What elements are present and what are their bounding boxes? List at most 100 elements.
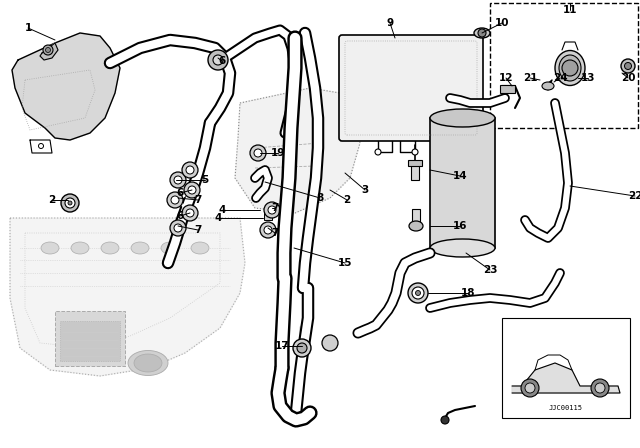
Text: 10: 10 <box>495 18 509 28</box>
Circle shape <box>254 149 262 157</box>
Circle shape <box>213 55 223 65</box>
Text: 17: 17 <box>275 341 289 351</box>
Bar <box>264 210 272 220</box>
Circle shape <box>174 176 182 184</box>
Polygon shape <box>512 363 620 393</box>
Text: 7: 7 <box>271 228 278 238</box>
Bar <box>490 3 638 128</box>
Ellipse shape <box>101 242 119 254</box>
Circle shape <box>562 60 578 76</box>
Circle shape <box>188 186 196 194</box>
Circle shape <box>621 59 635 73</box>
Circle shape <box>170 172 186 188</box>
Text: 14: 14 <box>452 171 467 181</box>
Ellipse shape <box>131 242 149 254</box>
Bar <box>408 160 422 166</box>
Circle shape <box>171 196 179 204</box>
Circle shape <box>186 209 194 217</box>
Circle shape <box>170 220 186 236</box>
Text: 21: 21 <box>523 73 537 83</box>
Circle shape <box>184 182 200 198</box>
Text: 22: 22 <box>628 191 640 201</box>
Circle shape <box>45 47 51 52</box>
Text: 2: 2 <box>344 195 351 205</box>
Text: 4: 4 <box>218 205 226 215</box>
Circle shape <box>167 192 183 208</box>
Text: 3: 3 <box>362 185 369 195</box>
Circle shape <box>293 339 311 357</box>
Text: 6: 6 <box>177 188 184 198</box>
Circle shape <box>412 149 418 155</box>
Circle shape <box>521 379 539 397</box>
Circle shape <box>68 201 72 205</box>
Ellipse shape <box>430 239 495 257</box>
Ellipse shape <box>409 221 423 231</box>
Text: 20: 20 <box>621 73 636 83</box>
Text: 23: 23 <box>483 265 497 275</box>
Polygon shape <box>235 88 360 213</box>
Circle shape <box>625 63 632 69</box>
FancyBboxPatch shape <box>339 35 483 141</box>
Circle shape <box>297 343 307 353</box>
Circle shape <box>250 145 266 161</box>
Ellipse shape <box>474 28 490 38</box>
Circle shape <box>525 383 535 393</box>
Circle shape <box>415 290 420 296</box>
Text: 7: 7 <box>195 225 202 235</box>
Circle shape <box>182 205 198 221</box>
Text: 15: 15 <box>338 258 352 268</box>
Bar <box>412 209 420 229</box>
Ellipse shape <box>134 354 162 372</box>
Circle shape <box>268 206 276 214</box>
Text: 6: 6 <box>177 211 184 221</box>
Circle shape <box>65 198 75 208</box>
Ellipse shape <box>559 55 581 81</box>
Ellipse shape <box>161 242 179 254</box>
Circle shape <box>182 162 198 178</box>
Bar <box>502 318 630 418</box>
Text: 16: 16 <box>452 221 467 231</box>
Text: 7: 7 <box>271 203 278 213</box>
Ellipse shape <box>555 51 585 86</box>
Circle shape <box>186 166 194 174</box>
Circle shape <box>591 379 609 397</box>
Ellipse shape <box>128 350 168 375</box>
Bar <box>430 118 495 248</box>
Circle shape <box>595 383 605 393</box>
Text: 5: 5 <box>202 175 209 185</box>
Text: 12: 12 <box>499 73 513 83</box>
Text: 24: 24 <box>553 73 567 83</box>
Text: 4: 4 <box>214 213 221 223</box>
Text: 2: 2 <box>49 195 56 205</box>
Circle shape <box>412 287 424 299</box>
Text: 11: 11 <box>563 5 577 15</box>
Text: 9: 9 <box>387 18 394 28</box>
Circle shape <box>43 45 53 55</box>
Bar <box>60 321 120 361</box>
Ellipse shape <box>41 242 59 254</box>
Circle shape <box>264 226 272 234</box>
Text: 18: 18 <box>461 288 476 298</box>
Bar <box>55 311 125 366</box>
Circle shape <box>322 335 338 351</box>
Circle shape <box>61 194 79 212</box>
Circle shape <box>408 283 428 303</box>
Polygon shape <box>40 43 58 60</box>
Ellipse shape <box>71 242 89 254</box>
Ellipse shape <box>542 82 554 90</box>
Text: 19: 19 <box>271 148 285 158</box>
Circle shape <box>478 29 486 37</box>
Circle shape <box>174 224 182 232</box>
Polygon shape <box>12 33 120 140</box>
Text: 13: 13 <box>580 73 595 83</box>
Text: 7: 7 <box>195 195 202 205</box>
Ellipse shape <box>191 242 209 254</box>
Text: 1: 1 <box>24 23 31 33</box>
Circle shape <box>375 149 381 155</box>
Ellipse shape <box>430 109 495 127</box>
Circle shape <box>38 143 44 148</box>
Text: 6: 6 <box>218 56 226 66</box>
Circle shape <box>208 50 228 70</box>
Circle shape <box>441 416 449 424</box>
Circle shape <box>264 202 280 218</box>
